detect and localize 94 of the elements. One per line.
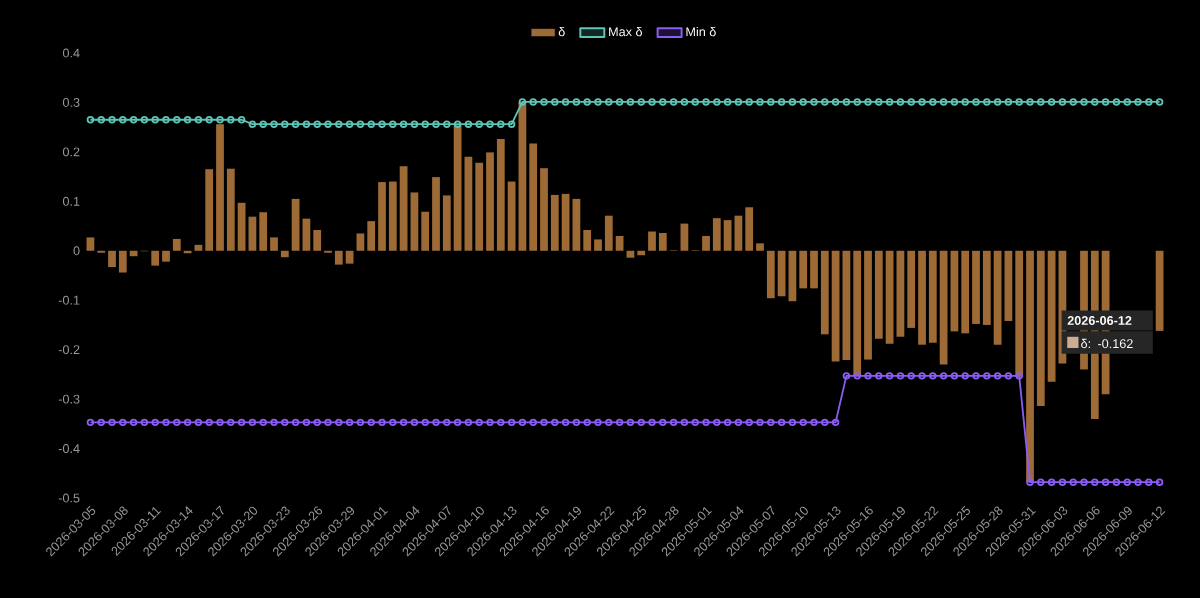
- annotation: 2026-06-12: [1067, 316, 1132, 325]
- bar: [961, 250, 970, 334]
- bar: [874, 250, 883, 339]
- bar: [421, 211, 430, 251]
- bar: [1155, 250, 1164, 331]
- bar: [572, 198, 581, 251]
- bar: [885, 250, 894, 344]
- bar: [259, 212, 268, 251]
- bar: [1047, 250, 1056, 382]
- bar: [615, 235, 624, 251]
- bar: [820, 250, 829, 335]
- bar: [334, 250, 343, 265]
- bar: [399, 166, 408, 251]
- y-tick-label: -0.5: [58, 493, 80, 503]
- y-tick-label: 0.4: [62, 48, 80, 58]
- bar: [831, 250, 840, 362]
- bar: [162, 250, 170, 262]
- bar: [550, 194, 559, 251]
- bar: [799, 250, 808, 289]
- bar: [291, 198, 300, 251]
- y-tick-label: 0.3: [62, 97, 80, 107]
- bar: [507, 181, 516, 251]
- bar: [302, 218, 311, 251]
- bar: [972, 250, 980, 324]
- bar: [1015, 250, 1024, 377]
- bar: [270, 237, 278, 251]
- bar: [475, 162, 484, 251]
- bar: [378, 182, 386, 251]
- bar: [226, 168, 235, 251]
- bar: [939, 250, 948, 365]
- bar: [712, 218, 721, 251]
- y-tick-label: 0: [73, 246, 80, 256]
- bar: [594, 239, 602, 251]
- y-tick-label: -0.1: [58, 295, 80, 305]
- bar: [1004, 250, 1013, 321]
- bar: [1026, 250, 1034, 483]
- legend-label: Max δ: [609, 26, 643, 37]
- bar: [486, 152, 494, 251]
- bar: [345, 250, 354, 264]
- bar: [604, 215, 613, 251]
- bar: [756, 243, 764, 251]
- bar: [702, 235, 710, 251]
- bar: [108, 250, 116, 268]
- bar: [237, 202, 246, 251]
- bar: [540, 168, 548, 251]
- bar: [172, 238, 181, 251]
- legend-label: Min δ: [686, 26, 716, 37]
- bar: [1036, 250, 1045, 407]
- bar: [356, 233, 365, 251]
- bar: [313, 230, 322, 251]
- bar: [388, 181, 397, 251]
- bar: [648, 231, 656, 251]
- bar: [864, 250, 872, 360]
- bar: [745, 207, 754, 251]
- bar: [658, 232, 667, 251]
- bar: [896, 250, 905, 337]
- bar: [918, 250, 926, 345]
- bar: [928, 250, 937, 343]
- bar: [842, 250, 851, 361]
- bar: [637, 250, 646, 256]
- bar: [118, 250, 127, 273]
- bar: [680, 223, 689, 251]
- bar: [734, 215, 743, 251]
- bar: [529, 143, 538, 251]
- bar: [86, 237, 95, 251]
- bar: [810, 250, 818, 289]
- bar: [410, 192, 419, 251]
- bar: [766, 250, 775, 299]
- bar: [496, 139, 505, 251]
- y-tick-label: 0.2: [62, 147, 80, 157]
- bar: [216, 124, 224, 251]
- bar: [907, 250, 916, 328]
- bar: [853, 250, 862, 376]
- bar: [464, 156, 473, 251]
- bar: [723, 220, 732, 251]
- bar: [367, 221, 376, 251]
- bar: [194, 244, 203, 251]
- bar: [993, 250, 1002, 345]
- annotation: δ: -0.162: [1081, 338, 1133, 349]
- bar: [432, 177, 440, 251]
- bar: [626, 250, 635, 258]
- y-tick-label: -0.2: [58, 345, 80, 355]
- bar: [248, 216, 257, 251]
- bar: [280, 250, 289, 258]
- bar: [205, 169, 214, 251]
- y-tick-label: -0.4: [58, 444, 80, 454]
- y-tick-label: -0.3: [58, 394, 80, 404]
- bar: [982, 250, 991, 325]
- bar: [583, 230, 592, 251]
- bar: [442, 195, 451, 251]
- legend-label: δ: [558, 26, 565, 37]
- bar: [561, 193, 570, 251]
- y-tick-label: 0.1: [62, 196, 80, 206]
- bar: [151, 250, 160, 266]
